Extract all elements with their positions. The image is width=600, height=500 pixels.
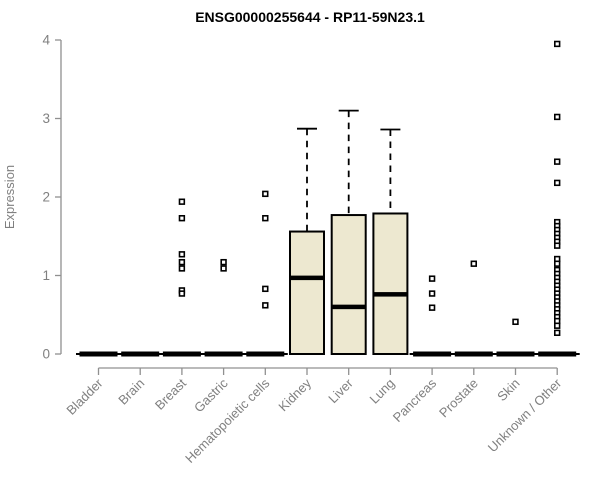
outlier-point-hematopoietic-cells — [262, 302, 269, 309]
zero-box-brain — [121, 351, 160, 357]
outlier-point-pancreas — [428, 304, 436, 311]
outlier-point-breast — [178, 198, 186, 205]
zero-box-hematopoietic-cells — [246, 351, 285, 357]
outlier-point-unknown-other — [553, 40, 561, 48]
outlier-point-unknown-other — [553, 242, 561, 249]
median-line-lung — [373, 292, 408, 297]
outlier-point-pancreas — [428, 290, 436, 297]
box-lung — [372, 212, 409, 355]
zero-box-breast — [162, 351, 201, 357]
x-tick-label-liver: Liver — [325, 375, 356, 406]
outlier-point-breast — [178, 290, 186, 297]
zero-box-bladder — [79, 351, 118, 357]
outlier-point-unknown-other — [553, 260, 561, 267]
outlier-point-pancreas — [428, 275, 436, 282]
outlier-point-unknown-other — [553, 322, 561, 329]
median-line-liver — [331, 304, 366, 310]
x-tick-label-gastric: Gastric — [191, 375, 231, 415]
zero-box-unknown-other — [538, 351, 577, 357]
zero-box-gastric — [204, 351, 243, 357]
outlier-point-skin — [512, 318, 519, 326]
outlier-point-breast — [178, 258, 186, 266]
zero-box-skin — [496, 351, 535, 357]
x-tick-label-brain: Brain — [115, 376, 147, 408]
median-line-kidney — [290, 275, 324, 281]
chart-title: ENSG00000255644 - RP11-59N23.1 — [195, 9, 425, 25]
outlier-point-breast — [178, 214, 186, 222]
x-tick-label-bladder: Bladder — [63, 375, 106, 418]
outlier-point-hematopoietic-cells — [262, 285, 269, 293]
y-axis-label: Expression — [2, 165, 17, 229]
outlier-point-hematopoietic-cells — [262, 190, 269, 198]
outlier-point-prostate — [470, 260, 477, 267]
outlier-point-breast — [178, 265, 186, 272]
y-tick-label: 3 — [42, 111, 50, 126]
x-tick-label-skin: Skin — [494, 376, 522, 404]
outlier-point-unknown-other — [553, 113, 561, 121]
outlier-point-gastric — [220, 265, 227, 272]
outlier-point-breast — [178, 251, 186, 258]
y-tick-label: 4 — [42, 33, 50, 48]
x-tick-label-kidney: Kidney — [275, 375, 314, 414]
y-tick-label: 2 — [42, 190, 50, 205]
zero-box-pancreas — [413, 351, 452, 357]
outlier-point-hematopoietic-cells — [262, 214, 269, 222]
y-tick-label: 0 — [42, 347, 50, 362]
x-tick-label-lung: Lung — [366, 376, 397, 407]
box-liver — [330, 214, 367, 355]
zero-box-prostate — [454, 351, 493, 357]
y-tick-label: 1 — [42, 268, 50, 283]
box-kidney — [289, 230, 325, 355]
x-tick-label-pancreas: Pancreas — [390, 375, 440, 425]
outlier-point-unknown-other — [553, 329, 561, 337]
x-tick-label-breast: Breast — [152, 375, 189, 412]
outlier-point-unknown-other — [553, 158, 561, 165]
x-tick-label-prostate: Prostate — [436, 376, 481, 421]
outlier-point-unknown-other — [553, 179, 561, 187]
outlier-point-gastric — [220, 258, 227, 266]
x-tick-label-unknown-other: Unknown / Other — [485, 375, 565, 455]
